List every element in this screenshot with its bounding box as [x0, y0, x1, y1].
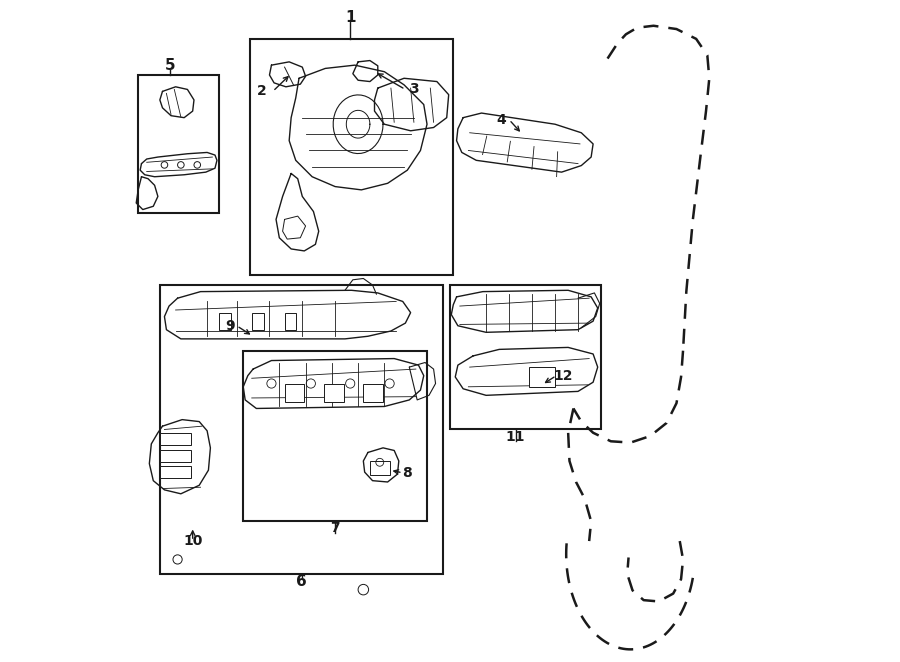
Bar — [450, 285, 601, 430]
Text: 5: 5 — [165, 58, 175, 73]
Text: 7: 7 — [330, 521, 340, 535]
Bar — [529, 367, 555, 387]
Bar — [370, 461, 390, 475]
Bar — [160, 285, 444, 574]
Bar — [284, 383, 304, 402]
Bar — [243, 351, 427, 522]
Text: 8: 8 — [402, 466, 412, 480]
Text: 2: 2 — [256, 84, 266, 99]
Bar — [160, 466, 192, 478]
Text: 6: 6 — [296, 574, 307, 589]
Text: 3: 3 — [410, 83, 418, 97]
Bar — [364, 383, 383, 402]
Text: 11: 11 — [506, 430, 526, 444]
Bar — [324, 383, 344, 402]
Bar — [219, 313, 230, 330]
Bar — [284, 313, 296, 330]
Bar — [250, 39, 454, 275]
Text: 12: 12 — [554, 369, 572, 383]
Text: 10: 10 — [183, 534, 202, 548]
Bar — [160, 434, 192, 446]
Bar — [139, 75, 219, 213]
Text: 1: 1 — [345, 10, 356, 24]
Bar — [160, 449, 192, 461]
Text: 9: 9 — [225, 318, 235, 333]
Bar — [252, 313, 264, 330]
Text: 4: 4 — [496, 113, 506, 126]
